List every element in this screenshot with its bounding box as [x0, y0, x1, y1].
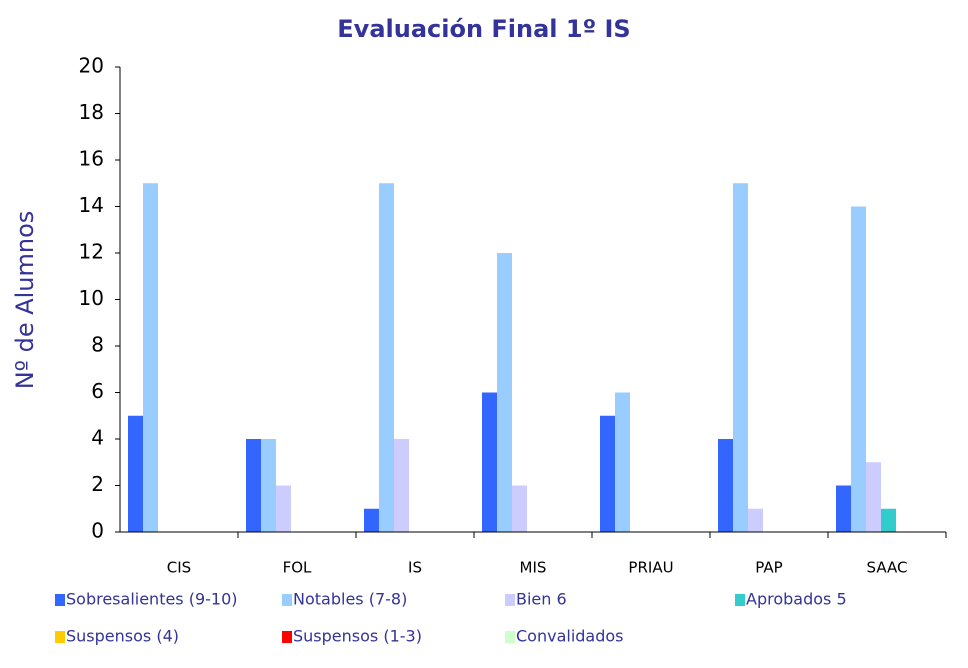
x-tick-label: MIS [520, 559, 547, 577]
legend-swatch [55, 594, 65, 606]
bar [733, 183, 748, 532]
y-tick-label: 18 [79, 100, 104, 124]
legend-swatch [505, 631, 515, 643]
bar [836, 485, 851, 532]
bar [615, 392, 630, 532]
y-tick-label: 0 [91, 519, 104, 543]
legend-swatch [505, 594, 515, 606]
x-tick-label: PAP [755, 559, 782, 577]
bar [261, 439, 276, 532]
bar [379, 183, 394, 532]
legend-label: Aprobados 5 [746, 590, 847, 609]
legend-label: Suspensos (1-3) [293, 627, 422, 646]
legend-label: Bien 6 [516, 590, 567, 609]
bar [718, 439, 733, 532]
y-tick-label: 12 [79, 240, 104, 264]
legend-label: Notables (7-8) [293, 590, 407, 609]
y-tick-label: 6 [91, 379, 104, 403]
bar [482, 392, 497, 532]
legend-label: Convalidados [516, 627, 624, 646]
bar [748, 508, 763, 532]
x-tick-label: PRIAU [628, 559, 673, 577]
legend-label: Suspensos (4) [66, 627, 179, 646]
legend-swatch [282, 631, 292, 643]
x-tick-label: SAAC [867, 559, 908, 577]
bar [600, 415, 615, 532]
legend-swatch [282, 594, 292, 606]
y-tick-label: 14 [79, 193, 104, 217]
y-tick-label: 8 [91, 333, 104, 357]
bar [866, 462, 881, 532]
bar [364, 508, 379, 532]
y-tick-label: 10 [79, 286, 104, 310]
x-tick-label: IS [408, 559, 422, 577]
bar [143, 183, 158, 532]
y-axis-label: Nº de Alumnos [11, 211, 39, 390]
bar [851, 206, 866, 532]
bar [881, 508, 896, 532]
legend-swatch [735, 594, 745, 606]
legend-label: Sobresalientes (9-10) [66, 590, 238, 609]
x-tick-label: CIS [167, 559, 191, 577]
y-tick-label: 4 [91, 426, 104, 450]
legend-swatch [55, 631, 65, 643]
y-tick-label: 16 [79, 147, 104, 171]
bar [497, 253, 512, 532]
y-tick-label: 2 [91, 472, 104, 496]
bar [276, 485, 291, 532]
bar [394, 439, 409, 532]
chart-title: Evaluación Final 1º IS [337, 15, 630, 43]
x-tick-label: FOL [283, 559, 312, 577]
bar [512, 485, 527, 532]
bar [128, 415, 143, 532]
y-tick-label: 20 [79, 54, 104, 78]
bar [246, 439, 261, 532]
